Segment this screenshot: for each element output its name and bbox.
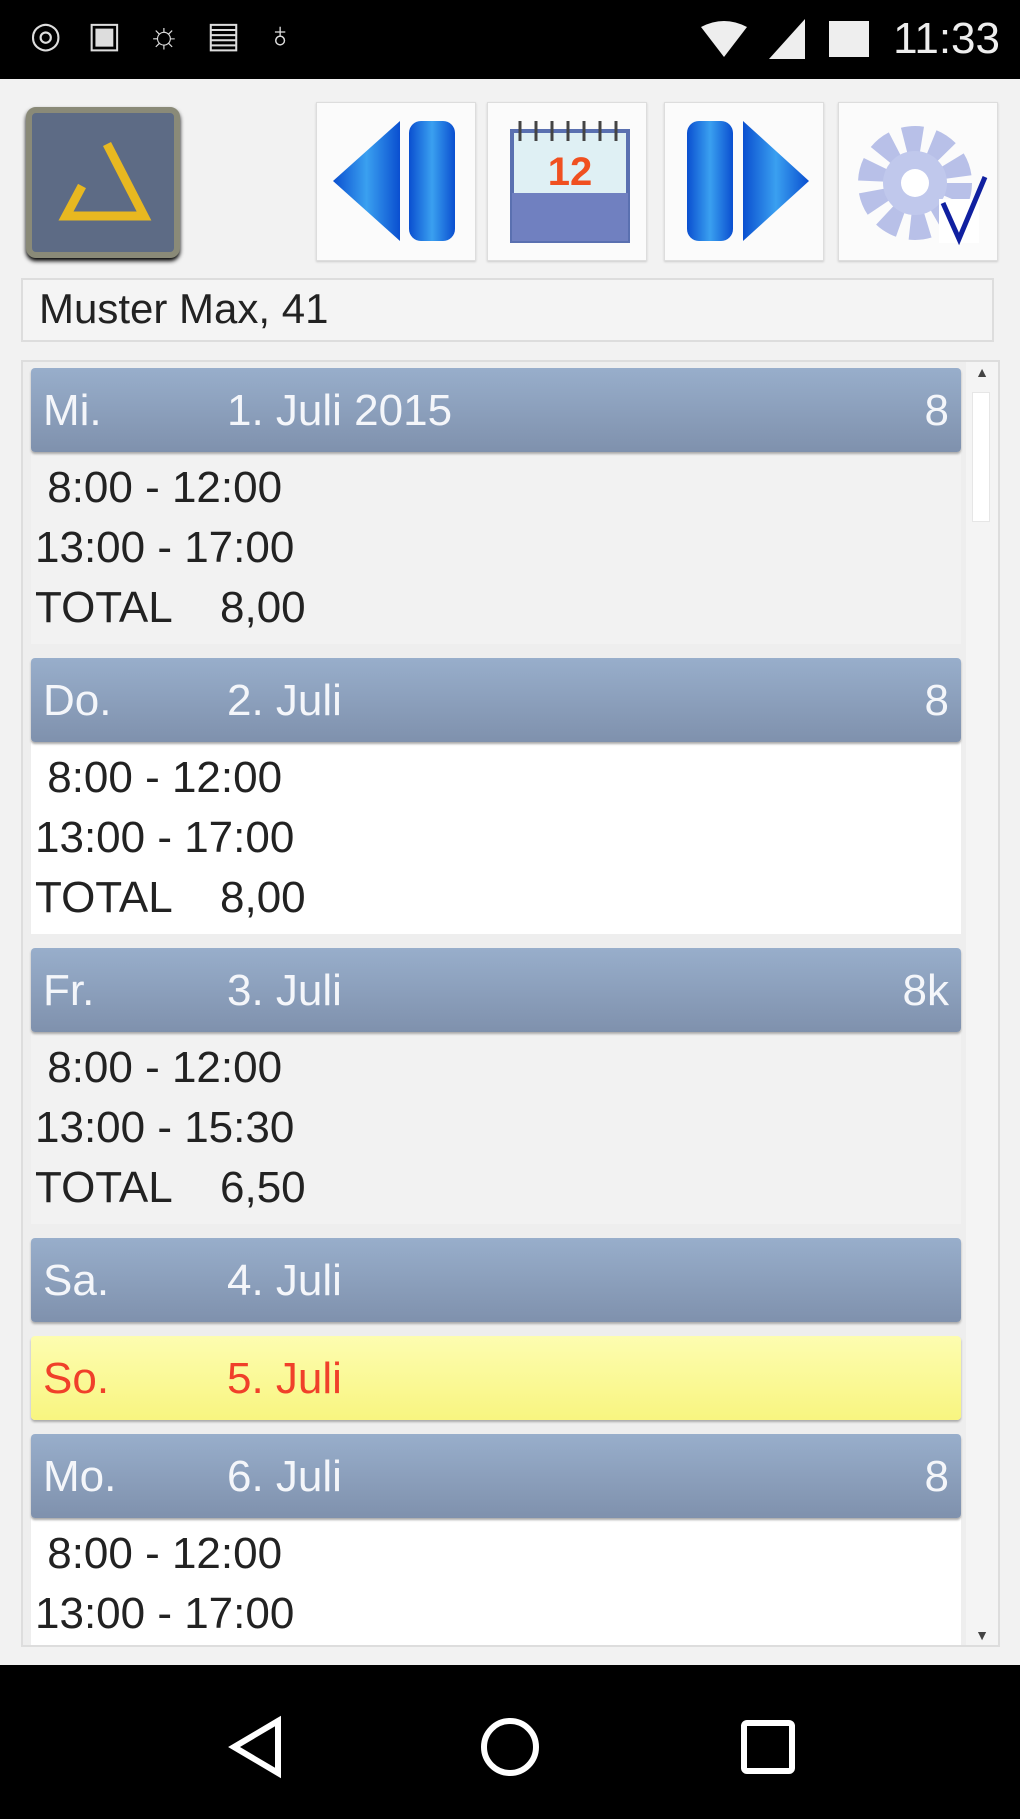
day-entries[interactable]: 8:00 - 12:00 13:00 - 15:30 TOTAL 6,50 bbox=[31, 1032, 961, 1224]
time-entry: 13:00 - 17:00 bbox=[35, 1589, 295, 1638]
whatsapp-icon: ◎ bbox=[30, 14, 62, 55]
day-date: 3. Juli bbox=[227, 966, 342, 1015]
navigation-bar bbox=[0, 1665, 1020, 1819]
time-entry: TOTAL 8,00 bbox=[35, 873, 306, 922]
scroll-up-icon[interactable]: ▲ bbox=[975, 364, 989, 380]
scrollbar[interactable]: ▲ ▼ bbox=[966, 362, 998, 1645]
day-hours: 8 bbox=[924, 1452, 949, 1501]
gear-check-icon bbox=[858, 126, 988, 246]
day-entries[interactable]: 8:00 - 12:00 13:00 - 17:00 TOTAL 8,00 bbox=[31, 1518, 961, 1645]
wifi-icon bbox=[701, 21, 748, 57]
day-entries[interactable]: 8:00 - 12:00 13:00 - 17:00 TOTAL 8,00 bbox=[31, 742, 961, 934]
signal-icon bbox=[769, 19, 806, 59]
triangle-logo-icon bbox=[58, 141, 152, 221]
calendar-button[interactable]: 12 bbox=[487, 102, 647, 261]
day-hours: 8 bbox=[924, 386, 949, 435]
image-icon: ▣ bbox=[87, 14, 122, 55]
day-date: 6. Juli bbox=[227, 1452, 342, 1501]
back-icon[interactable] bbox=[226, 1715, 286, 1779]
next-icon bbox=[687, 121, 809, 241]
day-weekday: Fr. bbox=[43, 966, 95, 1015]
status-bar: ◎ ▣ ☼ ▤ ♁ 11:33 bbox=[0, 0, 1020, 79]
time-entry: TOTAL 6,50 bbox=[35, 1163, 306, 1212]
clock: 11:33 bbox=[893, 14, 1000, 63]
day-date: 2. Juli bbox=[227, 676, 342, 725]
time-entry: 8:00 - 12:00 bbox=[35, 463, 283, 512]
day-entries[interactable]: 8:00 - 12:00 13:00 - 17:00 TOTAL 8,00 bbox=[31, 452, 961, 644]
time-entry: TOTAL 8,00 bbox=[35, 583, 306, 632]
day-weekday: So. bbox=[43, 1354, 110, 1403]
android-icon: ♁ bbox=[266, 14, 294, 55]
day-date: 1. Juli 2015 bbox=[227, 386, 453, 435]
day-weekday: Mo. bbox=[43, 1452, 117, 1501]
day-list[interactable]: Mi. 1. Juli 2015 8 8:00 - 12:00 13:00 - 17:… bbox=[21, 360, 1000, 1647]
day-header[interactable]: So. 5. Juli bbox=[31, 1336, 961, 1420]
recents-icon[interactable] bbox=[738, 1715, 798, 1779]
scroll-down-icon[interactable]: ▼ bbox=[975, 1627, 989, 1643]
day-hours: 8 bbox=[924, 676, 949, 725]
calendar-day: 12 bbox=[548, 150, 593, 194]
time-entry: 13:00 - 17:00 bbox=[35, 523, 295, 572]
time-entry: 8:00 - 12:00 bbox=[35, 753, 283, 802]
previous-icon bbox=[333, 121, 455, 241]
calendar-icon: 12 bbox=[510, 121, 630, 243]
day-hours: 8k bbox=[902, 966, 949, 1015]
day-header[interactable]: Sa. 4. Juli bbox=[31, 1238, 961, 1322]
day-weekday: Mi. bbox=[43, 386, 102, 435]
day-header[interactable]: Fr. 3. Juli 8k bbox=[31, 948, 961, 1032]
day-date: 4. Juli bbox=[227, 1256, 342, 1305]
day-weekday: Do. bbox=[43, 676, 112, 725]
weather-icon: ☼ bbox=[147, 14, 181, 55]
day-weekday: Sa. bbox=[43, 1256, 110, 1305]
scrollbar-thumb[interactable] bbox=[972, 392, 990, 522]
time-entry: 13:00 - 17:00 bbox=[35, 813, 295, 862]
time-entry: TOTAL 8,00 bbox=[35, 1644, 961, 1645]
app-logo-button[interactable] bbox=[26, 107, 180, 258]
time-entry: 13:00 - 15:30 bbox=[35, 1103, 295, 1152]
time-entry: 8:00 - 12:00 bbox=[35, 1529, 283, 1578]
day-date: 5. Juli bbox=[227, 1354, 342, 1403]
time-entry: 8:00 - 12:00 bbox=[35, 1043, 283, 1092]
day-header[interactable]: Mi. 1. Juli 2015 8 bbox=[31, 368, 961, 452]
shopping-bag-icon: ▤ bbox=[206, 14, 241, 55]
employee-name-field[interactable]: Muster Max, 41 bbox=[21, 278, 994, 342]
day-header[interactable]: Do. 2. Juli 8 bbox=[31, 658, 961, 742]
previous-button[interactable] bbox=[316, 102, 476, 261]
next-button[interactable] bbox=[664, 102, 824, 261]
home-icon[interactable] bbox=[478, 1715, 542, 1779]
day-header[interactable]: Mo. 6. Juli 8 bbox=[31, 1434, 961, 1518]
settings-button[interactable] bbox=[838, 102, 998, 261]
battery-icon bbox=[829, 21, 870, 57]
